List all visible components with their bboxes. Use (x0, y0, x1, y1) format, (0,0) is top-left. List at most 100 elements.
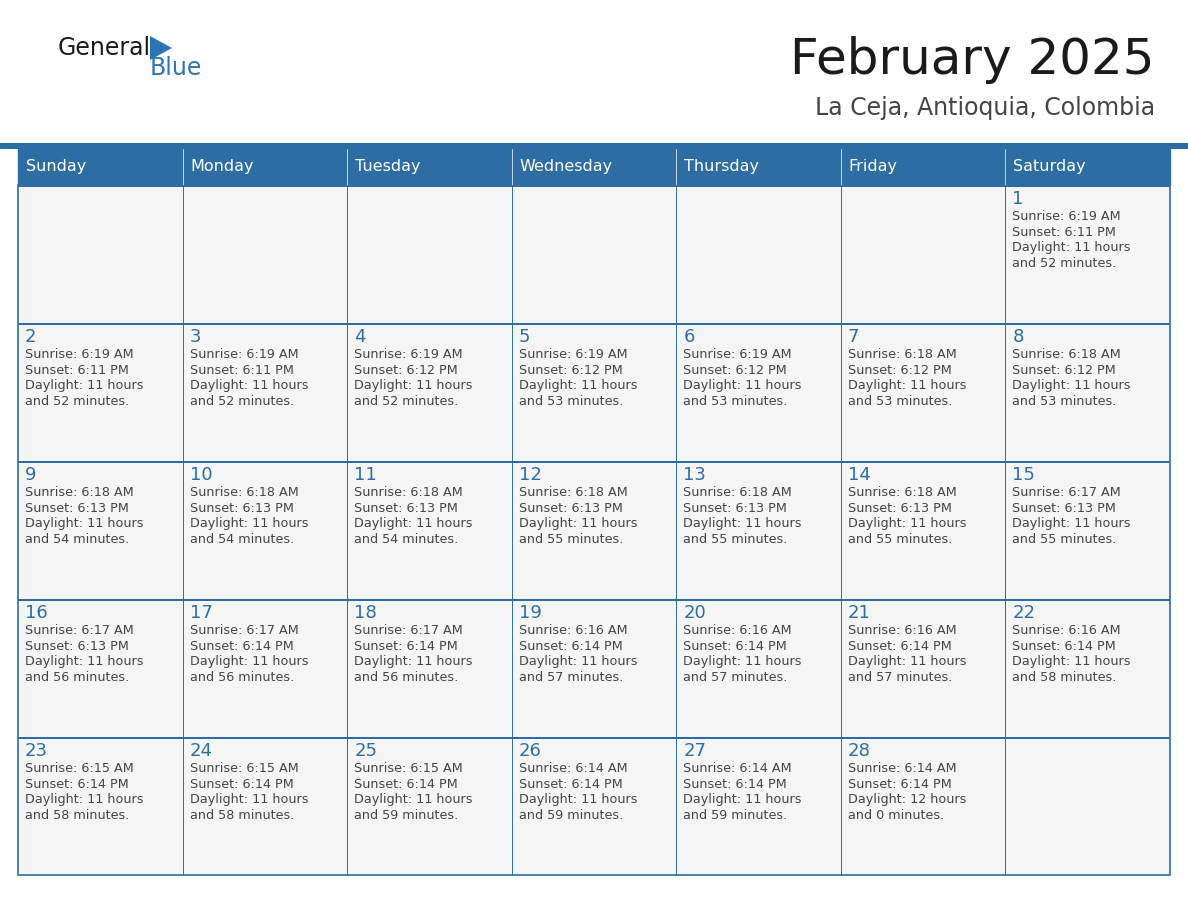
Text: Daylight: 11 hours: Daylight: 11 hours (848, 379, 966, 393)
Text: Sunset: 6:14 PM: Sunset: 6:14 PM (683, 640, 786, 653)
Bar (0, 143, 1188, 149)
Bar (18, 325, 183, 461)
Text: Daylight: 11 hours: Daylight: 11 hours (190, 518, 308, 531)
Text: Thursday: Thursday (684, 160, 759, 174)
Bar (18, 323, 1170, 325)
Text: Sunrise: 6:18 AM: Sunrise: 6:18 AM (1012, 349, 1121, 362)
Text: Sunrise: 6:17 AM: Sunrise: 6:17 AM (190, 624, 298, 637)
Text: and 53 minutes.: and 53 minutes. (1012, 395, 1117, 408)
Text: 2: 2 (25, 328, 37, 346)
Text: 10: 10 (190, 466, 213, 484)
Text: Sunset: 6:13 PM: Sunset: 6:13 PM (25, 502, 128, 515)
Text: and 58 minutes.: and 58 minutes. (190, 809, 293, 822)
Text: Sunrise: 6:17 AM: Sunrise: 6:17 AM (354, 624, 463, 637)
Bar (18, 463, 183, 599)
Text: Sunrise: 6:16 AM: Sunrise: 6:16 AM (1012, 624, 1121, 637)
Text: Sunrise: 6:18 AM: Sunrise: 6:18 AM (25, 487, 134, 499)
Text: 3: 3 (190, 328, 201, 346)
Bar (676, 739, 841, 875)
Text: Friday: Friday (849, 160, 898, 174)
Bar (512, 187, 676, 323)
Bar (18, 739, 183, 875)
Bar (347, 149, 512, 185)
Text: and 53 minutes.: and 53 minutes. (848, 395, 953, 408)
Text: Daylight: 11 hours: Daylight: 11 hours (683, 793, 802, 807)
Text: and 56 minutes.: and 56 minutes. (354, 671, 459, 684)
Text: Daylight: 11 hours: Daylight: 11 hours (683, 379, 802, 393)
Text: Sunset: 6:14 PM: Sunset: 6:14 PM (848, 640, 952, 653)
Text: 1: 1 (1012, 190, 1024, 208)
Text: Sunrise: 6:19 AM: Sunrise: 6:19 AM (519, 349, 627, 362)
Bar (18, 187, 183, 323)
Text: Sunrise: 6:15 AM: Sunrise: 6:15 AM (25, 763, 134, 776)
Text: Daylight: 11 hours: Daylight: 11 hours (25, 518, 144, 531)
Bar (512, 149, 676, 185)
Text: Daylight: 11 hours: Daylight: 11 hours (1012, 241, 1131, 254)
Text: 12: 12 (519, 466, 542, 484)
Text: and 58 minutes.: and 58 minutes. (25, 809, 129, 822)
Text: Sunset: 6:11 PM: Sunset: 6:11 PM (190, 364, 293, 377)
Bar (18, 149, 183, 185)
Text: Tuesday: Tuesday (355, 160, 421, 174)
Text: Daylight: 11 hours: Daylight: 11 hours (1012, 655, 1131, 668)
Text: Daylight: 11 hours: Daylight: 11 hours (190, 379, 308, 393)
Text: Daylight: 12 hours: Daylight: 12 hours (848, 793, 966, 807)
Text: Sunset: 6:14 PM: Sunset: 6:14 PM (190, 640, 293, 653)
Bar (183, 187, 347, 323)
Text: and 54 minutes.: and 54 minutes. (354, 533, 459, 546)
Text: Sunrise: 6:18 AM: Sunrise: 6:18 AM (848, 487, 956, 499)
Bar (841, 463, 1005, 599)
Bar (183, 739, 347, 875)
Text: and 55 minutes.: and 55 minutes. (683, 533, 788, 546)
Text: 5: 5 (519, 328, 530, 346)
Text: 15: 15 (1012, 466, 1035, 484)
Text: 28: 28 (848, 742, 871, 760)
Text: Daylight: 11 hours: Daylight: 11 hours (519, 655, 637, 668)
Text: and 57 minutes.: and 57 minutes. (848, 671, 953, 684)
Text: Daylight: 11 hours: Daylight: 11 hours (519, 379, 637, 393)
Text: and 53 minutes.: and 53 minutes. (519, 395, 623, 408)
Text: Wednesday: Wednesday (519, 160, 613, 174)
Text: and 58 minutes.: and 58 minutes. (1012, 671, 1117, 684)
Text: 20: 20 (683, 604, 706, 622)
Text: Daylight: 11 hours: Daylight: 11 hours (354, 518, 473, 531)
Text: Sunrise: 6:16 AM: Sunrise: 6:16 AM (848, 624, 956, 637)
Text: Daylight: 11 hours: Daylight: 11 hours (25, 379, 144, 393)
Text: Blue: Blue (150, 56, 202, 80)
Text: 11: 11 (354, 466, 377, 484)
Bar (841, 149, 1005, 185)
Bar (676, 149, 841, 185)
Text: 26: 26 (519, 742, 542, 760)
Bar (18, 461, 1170, 463)
Text: La Ceja, Antioquia, Colombia: La Ceja, Antioquia, Colombia (815, 96, 1155, 120)
Text: and 55 minutes.: and 55 minutes. (519, 533, 623, 546)
Text: Sunset: 6:14 PM: Sunset: 6:14 PM (1012, 640, 1117, 653)
Bar (18, 599, 1170, 601)
Text: Sunset: 6:14 PM: Sunset: 6:14 PM (354, 778, 457, 791)
Bar (1005, 187, 1170, 323)
Bar (676, 187, 841, 323)
Text: Saturday: Saturday (1013, 160, 1086, 174)
Text: 16: 16 (25, 604, 48, 622)
Text: Sunday: Sunday (26, 160, 87, 174)
Text: Sunset: 6:14 PM: Sunset: 6:14 PM (848, 778, 952, 791)
Text: Sunset: 6:13 PM: Sunset: 6:13 PM (519, 502, 623, 515)
Text: 8: 8 (1012, 328, 1024, 346)
Text: Sunset: 6:12 PM: Sunset: 6:12 PM (519, 364, 623, 377)
Text: Sunrise: 6:17 AM: Sunrise: 6:17 AM (25, 624, 134, 637)
Text: Sunrise: 6:16 AM: Sunrise: 6:16 AM (519, 624, 627, 637)
Bar (512, 325, 676, 461)
Text: Monday: Monday (190, 160, 254, 174)
Text: Sunset: 6:13 PM: Sunset: 6:13 PM (354, 502, 459, 515)
Text: Daylight: 11 hours: Daylight: 11 hours (1012, 518, 1131, 531)
Text: Sunset: 6:14 PM: Sunset: 6:14 PM (519, 640, 623, 653)
Text: and 52 minutes.: and 52 minutes. (1012, 257, 1117, 270)
Bar (183, 601, 347, 737)
Text: 9: 9 (25, 466, 37, 484)
Text: Sunrise: 6:15 AM: Sunrise: 6:15 AM (190, 763, 298, 776)
Bar (347, 463, 512, 599)
Text: Sunrise: 6:19 AM: Sunrise: 6:19 AM (354, 349, 463, 362)
Text: 17: 17 (190, 604, 213, 622)
Text: and 59 minutes.: and 59 minutes. (354, 809, 459, 822)
Bar (676, 463, 841, 599)
